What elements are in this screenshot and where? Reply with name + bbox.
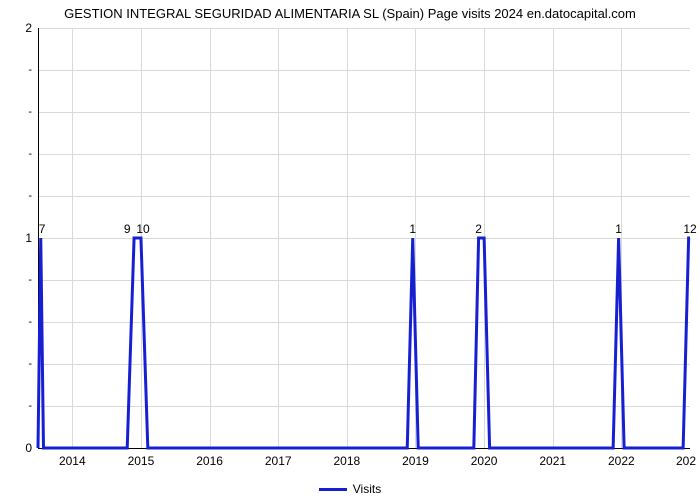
data-label: 1 [615,222,622,236]
chart-title: GESTION INTEGRAL SEGURIDAD ALIMENTARIA S… [0,6,700,21]
y-tick-minor: - [28,148,38,160]
x-tick-label: 2017 [265,448,292,468]
legend: Visits [0,482,700,496]
y-tick-minor: - [28,400,38,412]
x-tick-label: 202 [676,448,696,468]
y-tick-minor: - [28,274,38,286]
y-tick-minor: - [28,316,38,328]
x-tick-label: 2018 [333,448,360,468]
x-tick-label: 2021 [539,448,566,468]
x-tick-label: 2022 [608,448,635,468]
data-label: 1 [409,222,416,236]
y-tick-minor: - [28,358,38,370]
data-label: 7 [39,222,46,236]
x-tick-label: 2019 [402,448,429,468]
y-tick-minor: - [28,190,38,202]
data-label: 12 [683,222,696,236]
data-label: 2 [475,222,482,236]
plot-area: 012--------20142015201620172018201920202… [38,28,690,448]
legend-label: Visits [353,482,381,496]
y-tick-minor: - [28,106,38,118]
y-tick-label: 0 [25,441,38,455]
x-tick-label: 2016 [196,448,223,468]
y-tick-label: 2 [25,21,38,35]
data-label: 10 [136,222,149,236]
x-tick-label: 2020 [471,448,498,468]
x-tick-label: 2015 [128,448,155,468]
series-line [38,28,690,448]
data-label: 9 [124,222,131,236]
legend-swatch [319,488,347,491]
y-tick-label: 1 [25,231,38,245]
x-tick-label: 2014 [59,448,86,468]
y-tick-minor: - [28,64,38,76]
